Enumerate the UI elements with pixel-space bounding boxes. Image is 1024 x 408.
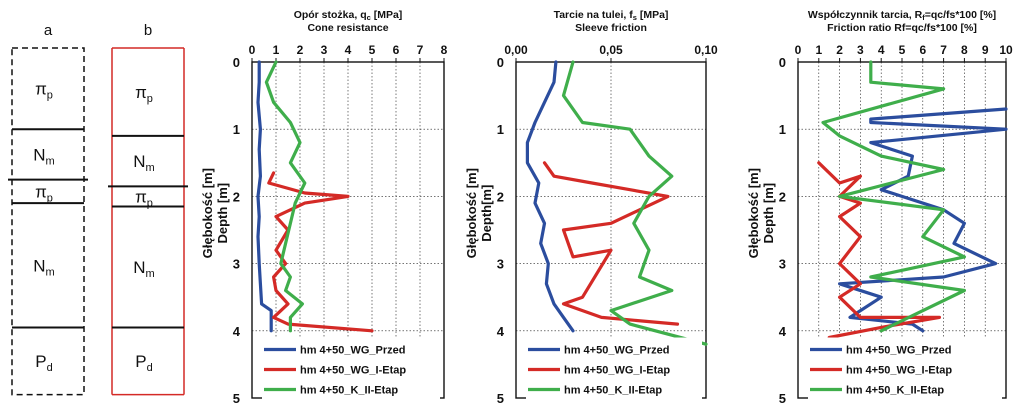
y-tick-label: 5 xyxy=(497,391,504,406)
chart-title-en: Sleeve friction xyxy=(575,22,647,34)
series-line-3 xyxy=(561,60,708,346)
y-tick-label: 4 xyxy=(779,324,787,339)
layer-symbol: Nm xyxy=(133,152,154,174)
x-tick-label: 6 xyxy=(919,43,926,57)
y-axis-label: Głębokość [m]Depth[m] xyxy=(464,168,494,258)
y-tick-label: 3 xyxy=(779,257,786,272)
soil-column-b: b πp Nm πp Nm Pd xyxy=(108,22,188,396)
y-tick-label: 4 xyxy=(233,324,241,339)
x-tick-label: 0,00 xyxy=(504,43,528,57)
y-axis-label: Głębokość [m]Depth [m] xyxy=(200,168,230,258)
legend-label: hm 4+50_WG_I-Etap xyxy=(846,365,952,377)
column-label: a xyxy=(44,22,53,39)
legend-label: hm 4+50_WG_I-Etap xyxy=(564,365,670,377)
x-tick-label: 1 xyxy=(273,43,280,57)
x-tick-label: 8 xyxy=(441,43,448,57)
column-border xyxy=(11,47,85,396)
soil-column-a: a πp Nm πp Nm Pd xyxy=(8,22,88,396)
x-tick-label: 3 xyxy=(321,43,328,57)
layer-symbol: πp xyxy=(35,182,53,204)
chart-title-pl: Współczynnik tarcia, Rf=qc/fs*100 [%] xyxy=(808,9,996,22)
chart-2: 0,00 0,05 0,10 0 1 2 3 4 5 Tarcie na tulei, fs [M… xyxy=(464,9,718,406)
layer-symbol: Nm xyxy=(133,258,154,280)
x-tick-label: 0 xyxy=(249,43,256,57)
y-tick-label: 0 xyxy=(233,55,240,70)
series-line-2 xyxy=(817,161,942,340)
x-tick-label: 10 xyxy=(999,43,1013,57)
y-tick-label: 2 xyxy=(779,189,786,204)
layer-symbol: Nm xyxy=(33,256,54,278)
x-tick-label: 0,10 xyxy=(694,43,718,57)
y-tick-label: 1 xyxy=(233,122,240,137)
chart-title-pl: Tarcie na tulei, fs [MPa] xyxy=(554,9,669,22)
legend-label: hm 4+50_WG_I-Etap xyxy=(300,365,406,377)
layer-symbol: Pd xyxy=(35,352,52,374)
x-tick-label: 4 xyxy=(878,43,885,57)
series-line-3 xyxy=(264,60,307,333)
y-tick-label: 2 xyxy=(233,189,240,204)
legend-label: hm 4+50_K_II-Etap xyxy=(300,385,398,397)
legend-label: hm 4+50_WG_Przed xyxy=(846,345,951,357)
y-tick-label: 3 xyxy=(233,257,240,272)
y-tick-label: 5 xyxy=(233,391,240,406)
y-tick-label: 0 xyxy=(779,55,786,70)
chart-title-en: Cone resistance xyxy=(307,22,388,34)
legend-label: hm 4+50_K_II-Etap xyxy=(564,385,662,397)
chart-title-en: Friction ratio Rf=qc/fs*100 [%] xyxy=(827,22,977,34)
legend-label: hm 4+50_WG_Przed xyxy=(300,345,405,357)
y-tick-label: 1 xyxy=(497,122,504,137)
x-tick-label: 9 xyxy=(982,43,989,57)
series-line-2 xyxy=(542,161,680,326)
y-tick-label: 5 xyxy=(779,391,786,406)
x-tick-label: 7 xyxy=(940,43,947,57)
x-tick-label: 3 xyxy=(857,43,864,57)
legend-label: hm 4+50_WG_Przed xyxy=(564,345,669,357)
y-tick-label: 0 xyxy=(497,55,504,70)
y-tick-label: 4 xyxy=(497,324,505,339)
chart-1: 0 1 2 3 4 5 6 7 8 0 1 2 3 4 5 Opór stożka, qc [MPa]Cone… xyxy=(200,9,448,406)
x-tick-label: 8 xyxy=(961,43,968,57)
x-tick-label: 7 xyxy=(417,43,424,57)
y-tick-label: 1 xyxy=(779,122,786,137)
series-line-2 xyxy=(267,171,374,333)
y-axis-label: Głębokość [m]Depth [m] xyxy=(746,168,776,258)
x-tick-label: 0,05 xyxy=(599,43,623,57)
legend-label: hm 4+50_K_II-Etap xyxy=(846,385,944,397)
y-tick-label: 3 xyxy=(497,257,504,272)
column-label: b xyxy=(144,22,152,39)
y-tick-label: 2 xyxy=(497,189,504,204)
layer-symbol: Pd xyxy=(135,352,152,374)
layer-symbol: πp xyxy=(135,187,153,209)
layer-symbol: πp xyxy=(35,80,53,102)
series-line-1 xyxy=(525,60,575,333)
series-line-1 xyxy=(256,60,273,333)
x-tick-label: 5 xyxy=(369,43,376,57)
x-tick-label: 5 xyxy=(899,43,906,57)
x-tick-label: 1 xyxy=(815,43,822,57)
x-tick-label: 0 xyxy=(795,43,802,57)
x-tick-label: 4 xyxy=(345,43,352,57)
layer-symbol: πp xyxy=(135,83,153,105)
x-tick-label: 2 xyxy=(836,43,843,57)
series-line-3 xyxy=(821,60,967,333)
x-tick-label: 6 xyxy=(393,43,400,57)
chart-title-pl: Opór stożka, qc [MPa] xyxy=(294,9,403,22)
layer-symbol: Nm xyxy=(33,145,54,167)
x-tick-label: 2 xyxy=(297,43,304,57)
